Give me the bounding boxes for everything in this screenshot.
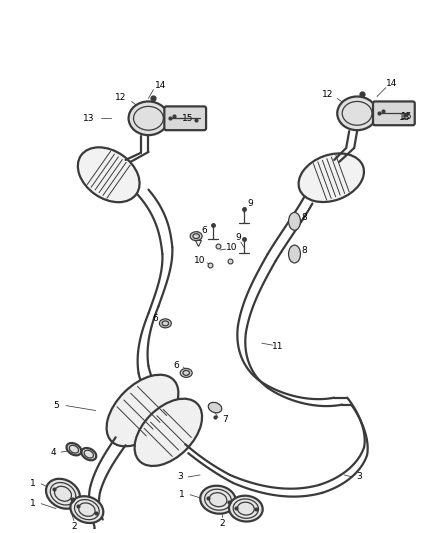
Ellipse shape xyxy=(67,443,81,455)
Text: 14: 14 xyxy=(386,79,398,88)
Ellipse shape xyxy=(159,319,171,328)
Ellipse shape xyxy=(71,496,103,523)
Text: 9: 9 xyxy=(247,199,253,208)
Ellipse shape xyxy=(129,101,168,135)
Ellipse shape xyxy=(229,496,263,521)
Text: 7: 7 xyxy=(222,415,228,424)
Ellipse shape xyxy=(289,245,300,263)
Text: 10: 10 xyxy=(194,256,206,265)
Text: 4: 4 xyxy=(50,448,56,457)
Text: 8: 8 xyxy=(302,213,307,222)
Text: 11: 11 xyxy=(272,342,283,351)
Text: 10: 10 xyxy=(226,243,238,252)
Text: 1: 1 xyxy=(30,479,36,488)
Text: 5: 5 xyxy=(53,401,59,410)
Ellipse shape xyxy=(289,213,300,230)
Text: 6: 6 xyxy=(152,314,158,323)
Text: 14: 14 xyxy=(155,81,166,90)
Ellipse shape xyxy=(81,448,96,461)
Text: 3: 3 xyxy=(356,472,362,481)
Text: 9: 9 xyxy=(235,233,241,241)
Ellipse shape xyxy=(46,479,80,508)
Ellipse shape xyxy=(180,368,192,377)
Text: 8: 8 xyxy=(302,246,307,255)
Ellipse shape xyxy=(200,486,236,514)
Text: 13: 13 xyxy=(83,114,95,123)
Ellipse shape xyxy=(134,399,202,466)
Text: 12: 12 xyxy=(115,93,126,102)
Text: 3: 3 xyxy=(177,472,183,481)
FancyBboxPatch shape xyxy=(373,101,415,125)
Ellipse shape xyxy=(208,402,222,413)
Ellipse shape xyxy=(299,154,364,202)
FancyBboxPatch shape xyxy=(164,107,206,130)
Text: 1: 1 xyxy=(179,490,185,499)
Text: 6: 6 xyxy=(173,361,179,370)
Ellipse shape xyxy=(337,96,377,130)
Ellipse shape xyxy=(190,232,202,240)
Text: 13: 13 xyxy=(399,113,410,122)
Text: 15: 15 xyxy=(183,114,194,123)
Text: 2: 2 xyxy=(71,522,77,531)
Text: 2: 2 xyxy=(219,519,225,528)
Text: 6: 6 xyxy=(201,226,207,235)
Ellipse shape xyxy=(78,147,140,202)
Text: 12: 12 xyxy=(321,90,333,99)
Ellipse shape xyxy=(106,375,178,446)
Text: 1: 1 xyxy=(30,499,36,508)
Text: 15: 15 xyxy=(401,112,413,121)
